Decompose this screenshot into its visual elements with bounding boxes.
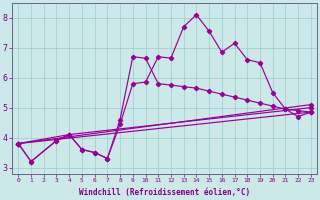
X-axis label: Windchill (Refroidissement éolien,°C): Windchill (Refroidissement éolien,°C) bbox=[79, 188, 250, 197]
